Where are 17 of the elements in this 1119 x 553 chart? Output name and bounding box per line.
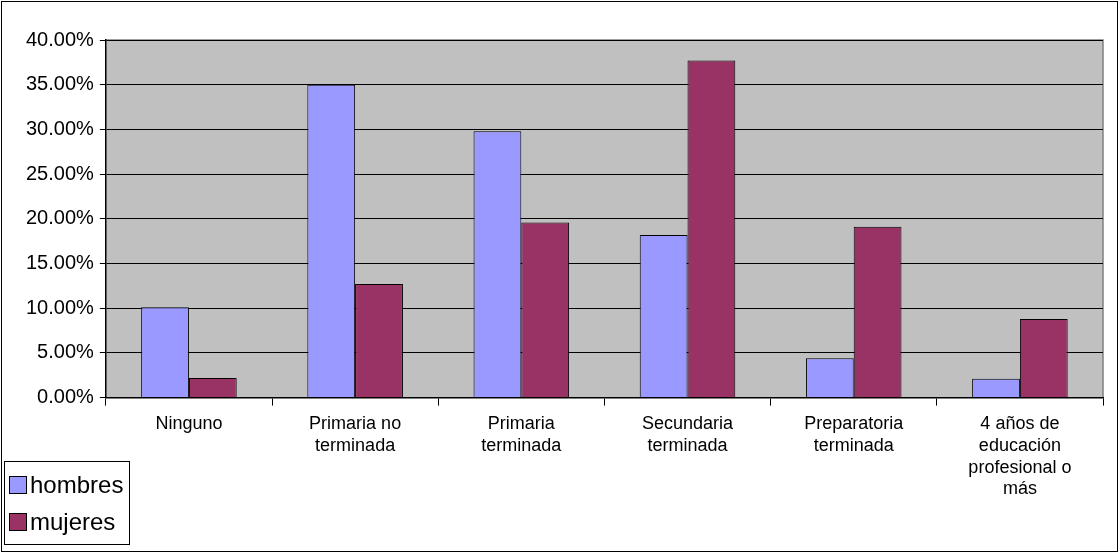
x-tick-label: Primaria no terminada	[309, 413, 402, 455]
legend-label: hombres	[30, 470, 124, 500]
y-tick-label: 5.00%	[37, 340, 95, 363]
legend-label: mujeres	[30, 507, 116, 537]
y-tick-label: 25.00%	[25, 161, 95, 184]
y-tick-label: 30.00%	[25, 116, 95, 139]
y-tick-label: 15.00%	[25, 251, 95, 274]
x-tick-label: Primaria terminada	[481, 413, 563, 455]
x-tick-label: Ninguno	[155, 413, 223, 434]
y-tick-label: 10.00%	[25, 295, 95, 318]
y-tick-label: 35.00%	[25, 72, 95, 95]
y-tick-label: 20.00%	[25, 206, 95, 229]
x-tick-label: 4 años de educación profesional o más	[968, 413, 1072, 499]
y-tick-label: 0.00%	[37, 385, 95, 408]
x-tick-label: Secundaria terminada	[641, 413, 735, 455]
y-tick-label: 40.00%	[25, 27, 95, 50]
x-tick-label: Preparatoria terminada	[804, 413, 905, 455]
